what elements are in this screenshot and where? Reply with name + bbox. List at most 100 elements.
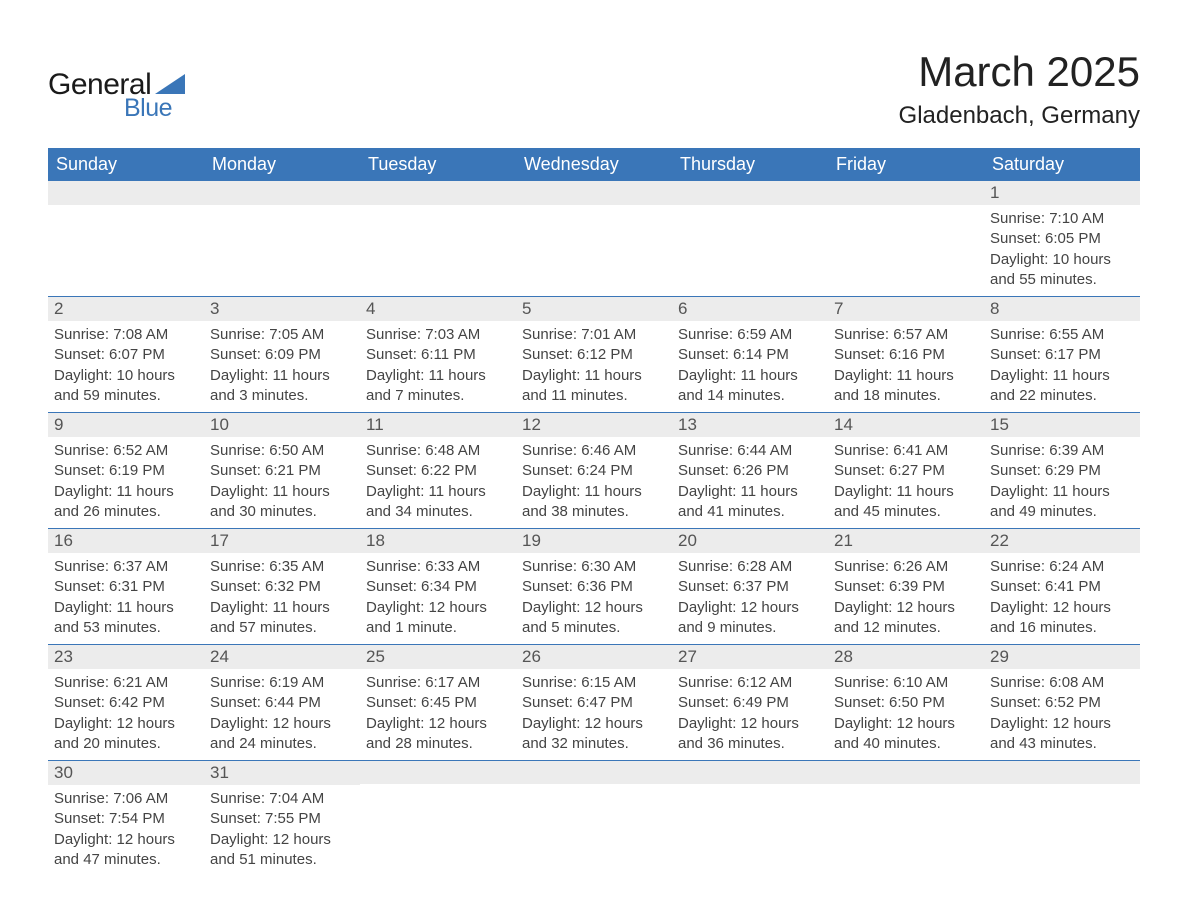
sunrise-line: Sunrise: 6:37 AM	[54, 557, 198, 577]
daylight-line: Daylight: 11 hours and 38 minutes.	[522, 482, 666, 523]
sunrise-line: Sunrise: 6:50 AM	[210, 441, 354, 461]
sunrise-line: Sunrise: 6:26 AM	[834, 557, 978, 577]
day-number: 22	[984, 528, 1140, 553]
day-details: Sunrise: 6:55 AMSunset: 6:17 PMDaylight:…	[984, 321, 1140, 412]
day-details	[984, 784, 1140, 868]
day-details: Sunrise: 6:21 AMSunset: 6:42 PMDaylight:…	[48, 669, 204, 760]
day-details	[516, 784, 672, 868]
day-details: Sunrise: 7:06 AMSunset: 7:54 PMDaylight:…	[48, 785, 204, 876]
day-details: Sunrise: 6:39 AMSunset: 6:29 PMDaylight:…	[984, 437, 1140, 528]
weekday-header: Monday	[204, 148, 360, 181]
sunset-line: Sunset: 6:31 PM	[54, 577, 198, 597]
calendar-day-cell: 17Sunrise: 6:35 AMSunset: 6:32 PMDayligh…	[204, 528, 360, 644]
sunset-line: Sunset: 6:36 PM	[522, 577, 666, 597]
day-details: Sunrise: 7:08 AMSunset: 6:07 PMDaylight:…	[48, 321, 204, 412]
day-details: Sunrise: 7:04 AMSunset: 7:55 PMDaylight:…	[204, 785, 360, 876]
sunset-line: Sunset: 6:11 PM	[366, 345, 510, 365]
sunrise-line: Sunrise: 6:57 AM	[834, 325, 978, 345]
sunset-line: Sunset: 6:42 PM	[54, 693, 198, 713]
weekday-header-row: Sunday Monday Tuesday Wednesday Thursday…	[48, 148, 1140, 181]
calendar-day-cell	[360, 181, 516, 296]
daylight-line: Daylight: 11 hours and 53 minutes.	[54, 598, 198, 639]
calendar-day-cell: 24Sunrise: 6:19 AMSunset: 6:44 PMDayligh…	[204, 644, 360, 760]
day-number: 7	[828, 296, 984, 321]
daylight-line: Daylight: 11 hours and 22 minutes.	[990, 366, 1134, 407]
day-number	[48, 181, 204, 205]
sunset-line: Sunset: 6:19 PM	[54, 461, 198, 481]
sunset-line: Sunset: 6:52 PM	[990, 693, 1134, 713]
calendar-day-cell: 22Sunrise: 6:24 AMSunset: 6:41 PMDayligh…	[984, 528, 1140, 644]
day-details: Sunrise: 6:37 AMSunset: 6:31 PMDaylight:…	[48, 553, 204, 644]
location-label: Gladenbach, Germany	[899, 102, 1140, 130]
sunrise-line: Sunrise: 6:21 AM	[54, 673, 198, 693]
calendar-day-cell	[672, 181, 828, 296]
day-number: 21	[828, 528, 984, 553]
day-details	[516, 205, 672, 289]
sunset-line: Sunset: 6:47 PM	[522, 693, 666, 713]
daylight-line: Daylight: 12 hours and 9 minutes.	[678, 598, 822, 639]
sunrise-line: Sunrise: 7:08 AM	[54, 325, 198, 345]
calendar-day-cell	[672, 760, 828, 876]
day-details: Sunrise: 7:03 AMSunset: 6:11 PMDaylight:…	[360, 321, 516, 412]
sunset-line: Sunset: 6:05 PM	[990, 229, 1134, 249]
daylight-line: Daylight: 11 hours and 18 minutes.	[834, 366, 978, 407]
daylight-line: Daylight: 11 hours and 45 minutes.	[834, 482, 978, 523]
sunrise-line: Sunrise: 7:01 AM	[522, 325, 666, 345]
day-number: 13	[672, 412, 828, 437]
calendar-day-cell: 14Sunrise: 6:41 AMSunset: 6:27 PMDayligh…	[828, 412, 984, 528]
daylight-line: Daylight: 12 hours and 12 minutes.	[834, 598, 978, 639]
sunrise-line: Sunrise: 6:46 AM	[522, 441, 666, 461]
calendar-table: Sunday Monday Tuesday Wednesday Thursday…	[48, 148, 1140, 876]
logo: General Blue	[48, 68, 185, 123]
day-number: 8	[984, 296, 1140, 321]
day-number: 30	[48, 760, 204, 785]
day-details: Sunrise: 6:41 AMSunset: 6:27 PMDaylight:…	[828, 437, 984, 528]
calendar-day-cell: 16Sunrise: 6:37 AMSunset: 6:31 PMDayligh…	[48, 528, 204, 644]
sunrise-line: Sunrise: 6:15 AM	[522, 673, 666, 693]
day-details: Sunrise: 6:19 AMSunset: 6:44 PMDaylight:…	[204, 669, 360, 760]
day-details: Sunrise: 6:48 AMSunset: 6:22 PMDaylight:…	[360, 437, 516, 528]
calendar-day-cell: 7Sunrise: 6:57 AMSunset: 6:16 PMDaylight…	[828, 296, 984, 412]
calendar-week-row: 2Sunrise: 7:08 AMSunset: 6:07 PMDaylight…	[48, 296, 1140, 412]
sunrise-line: Sunrise: 6:35 AM	[210, 557, 354, 577]
sunset-line: Sunset: 6:39 PM	[834, 577, 978, 597]
daylight-line: Daylight: 10 hours and 59 minutes.	[54, 366, 198, 407]
calendar-day-cell	[828, 181, 984, 296]
calendar-day-cell: 13Sunrise: 6:44 AMSunset: 6:26 PMDayligh…	[672, 412, 828, 528]
calendar-day-cell: 10Sunrise: 6:50 AMSunset: 6:21 PMDayligh…	[204, 412, 360, 528]
sunset-line: Sunset: 6:50 PM	[834, 693, 978, 713]
calendar-day-cell	[516, 760, 672, 876]
day-number: 28	[828, 644, 984, 669]
day-details	[672, 784, 828, 868]
day-number: 15	[984, 412, 1140, 437]
sunset-line: Sunset: 6:32 PM	[210, 577, 354, 597]
sunset-line: Sunset: 7:54 PM	[54, 809, 198, 829]
daylight-line: Daylight: 12 hours and 5 minutes.	[522, 598, 666, 639]
sunset-line: Sunset: 6:12 PM	[522, 345, 666, 365]
sunrise-line: Sunrise: 6:33 AM	[366, 557, 510, 577]
sunrise-line: Sunrise: 6:52 AM	[54, 441, 198, 461]
weekday-header: Sunday	[48, 148, 204, 181]
calendar-day-cell: 27Sunrise: 6:12 AMSunset: 6:49 PMDayligh…	[672, 644, 828, 760]
sunset-line: Sunset: 6:07 PM	[54, 345, 198, 365]
weekday-header: Tuesday	[360, 148, 516, 181]
day-details: Sunrise: 6:50 AMSunset: 6:21 PMDaylight:…	[204, 437, 360, 528]
title-block: March 2025 Gladenbach, Germany	[899, 48, 1140, 130]
day-details: Sunrise: 6:46 AMSunset: 6:24 PMDaylight:…	[516, 437, 672, 528]
day-number: 17	[204, 528, 360, 553]
day-details: Sunrise: 6:59 AMSunset: 6:14 PMDaylight:…	[672, 321, 828, 412]
calendar-day-cell: 2Sunrise: 7:08 AMSunset: 6:07 PMDaylight…	[48, 296, 204, 412]
page-header: General Blue March 2025 Gladenbach, Germ…	[48, 48, 1140, 130]
sunrise-line: Sunrise: 6:24 AM	[990, 557, 1134, 577]
sunset-line: Sunset: 6:17 PM	[990, 345, 1134, 365]
day-details	[360, 784, 516, 868]
daylight-line: Daylight: 12 hours and 36 minutes.	[678, 714, 822, 755]
sunrise-line: Sunrise: 6:10 AM	[834, 673, 978, 693]
sunrise-line: Sunrise: 6:28 AM	[678, 557, 822, 577]
sunrise-line: Sunrise: 7:04 AM	[210, 789, 354, 809]
calendar-day-cell	[516, 181, 672, 296]
sunrise-line: Sunrise: 6:59 AM	[678, 325, 822, 345]
daylight-line: Daylight: 12 hours and 1 minute.	[366, 598, 510, 639]
day-details	[672, 205, 828, 289]
calendar-day-cell: 21 Sunrise: 6:26 AMSunset: 6:39 PMDayligh…	[828, 528, 984, 644]
